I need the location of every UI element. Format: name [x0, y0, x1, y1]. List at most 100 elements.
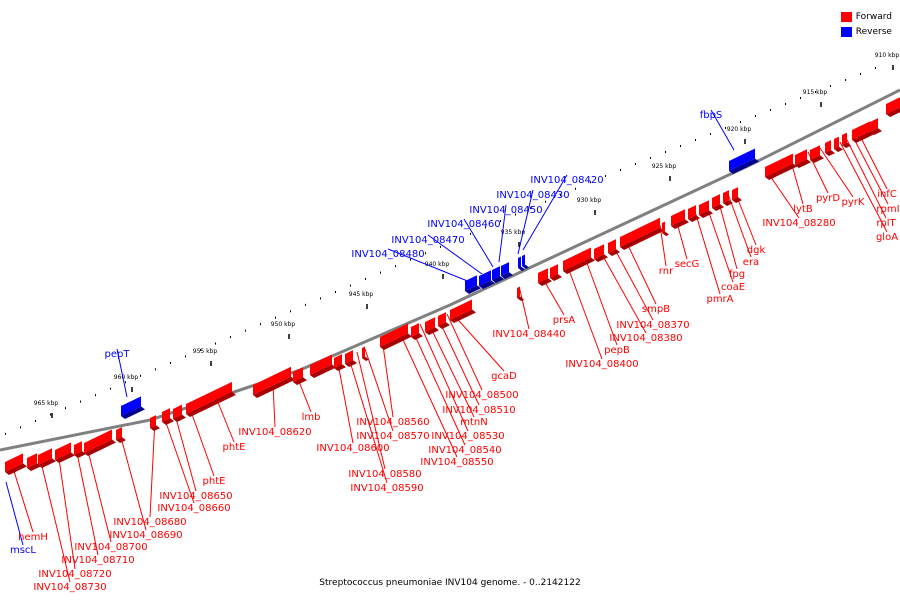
tick-dot	[560, 194, 561, 197]
forward-gene-block	[810, 145, 824, 163]
gene-label: INV104_08530	[431, 431, 504, 442]
tick-dot	[425, 252, 426, 255]
forward-gene-block	[723, 190, 733, 206]
gene-label: coaE	[721, 282, 745, 293]
forward-gene-block	[765, 153, 797, 180]
gene-label: INV104_08590	[350, 483, 423, 494]
gene-label: INV104_08470	[391, 235, 464, 246]
tick-dot	[470, 232, 471, 235]
gene-label: smpB	[642, 304, 670, 315]
forward-gene-block	[450, 299, 476, 323]
label-leader	[857, 131, 888, 190]
forward-gene-block	[425, 317, 439, 335]
forward-gene-block	[662, 221, 669, 236]
forward-gene-block	[55, 442, 75, 463]
label-leader	[450, 311, 505, 372]
tick-dot	[365, 278, 366, 281]
tick-dot	[650, 157, 651, 159]
tick-dot	[875, 67, 876, 69]
legend: Forward Reverse	[840, 9, 892, 39]
forward-gene-block	[150, 415, 160, 431]
legend-reverse-label: Reverse	[855, 26, 892, 37]
reverse-gene-block	[518, 256, 525, 271]
forward-gene-block	[688, 205, 700, 222]
tick-dot	[170, 361, 171, 364]
forward-gene-block	[380, 323, 412, 350]
tick-dot	[185, 355, 186, 358]
gene-label: INV104_08720	[38, 569, 111, 580]
forward-gene-block	[438, 312, 450, 329]
gene-label: prsA	[553, 315, 576, 326]
label-leader	[381, 337, 394, 418]
forward-gene-block	[825, 140, 835, 156]
label-leader	[116, 348, 128, 398]
tick-label: 955 kbp	[193, 348, 218, 355]
label-leader	[611, 243, 654, 321]
label-leader	[498, 204, 507, 263]
forward-gene-block	[538, 268, 552, 286]
gene-label: gcaD	[491, 371, 517, 382]
label-leader	[427, 234, 483, 275]
forward-gene-block	[732, 187, 742, 203]
gene-label: INV104_08560	[356, 417, 429, 428]
forward-gene-block	[310, 354, 336, 378]
gene-label: INV104_08510	[442, 405, 515, 416]
forward-gene-block	[5, 453, 27, 475]
reverse-swatch	[840, 26, 852, 37]
forward-gene-block	[550, 264, 562, 281]
gene-label: INV104_08420	[530, 175, 603, 186]
gene-label: hemH	[18, 532, 48, 543]
gene-label: INV104_08680	[113, 517, 186, 528]
label-leader	[356, 351, 386, 470]
gene-label: INV104_08550	[420, 457, 493, 468]
gene-label: pepT	[105, 349, 131, 360]
forward-gene-block	[620, 217, 664, 250]
forward-gene-block	[712, 194, 724, 211]
gene-label: secG	[675, 259, 700, 270]
tick-dot	[350, 284, 351, 287]
forward-gene-block	[608, 239, 620, 256]
gene-label: fbpS	[700, 110, 723, 121]
label-leader	[364, 348, 394, 432]
tick-dot	[395, 265, 396, 268]
tick-dot	[50, 413, 51, 416]
forward-gene-block	[84, 429, 116, 456]
forward-gene-block	[517, 286, 524, 301]
tick-dot	[290, 310, 291, 313]
tick-dot	[740, 121, 741, 123]
tick-label: 960 kbp	[114, 374, 139, 381]
gene-label: INV104_08450	[469, 205, 542, 216]
label-leader	[410, 326, 466, 446]
label-leader	[598, 248, 647, 334]
tick-dot	[275, 316, 276, 319]
tick-dot	[665, 151, 666, 153]
forward-gene-block	[834, 136, 843, 152]
tick-dot	[410, 258, 411, 261]
label-leader	[717, 198, 738, 270]
label-leader	[419, 323, 469, 432]
tick-dot	[380, 271, 381, 274]
gene-label: era	[743, 257, 759, 268]
gene-label: pyrK	[842, 197, 865, 208]
tick-dot	[245, 329, 246, 332]
tick-dot	[770, 109, 771, 111]
forward-swatch	[840, 11, 852, 22]
genome-caption: Streptococcus pneumoniae INV104 genome. …	[319, 578, 581, 588]
tick-dot	[575, 187, 576, 190]
label-leader	[272, 383, 276, 428]
forward-gene-block	[38, 448, 56, 468]
label-leader	[427, 321, 475, 418]
legend-reverse: Reverse	[840, 24, 892, 39]
tick-dot	[710, 133, 711, 135]
gene-label: INV104_08500	[445, 390, 518, 401]
tick-dot	[140, 374, 141, 377]
gene-label: dgk	[747, 245, 766, 256]
tick-dot	[95, 394, 96, 397]
tick-dot	[455, 239, 456, 242]
tick-dot	[515, 213, 516, 216]
gene-label: lmb	[302, 412, 321, 423]
gene-label: INV104_08580	[348, 469, 421, 480]
